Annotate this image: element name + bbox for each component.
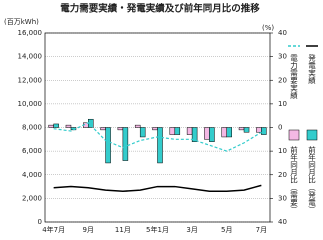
- bar: [117, 127, 124, 131]
- x-tick-label: 5年1月: [146, 225, 169, 234]
- bar: [169, 127, 176, 135]
- y2-tick-label: 30: [278, 53, 287, 61]
- x-tick-label: 5月: [221, 226, 232, 234]
- y2-tick-label: 10: [278, 147, 287, 155]
- bar: [238, 127, 245, 131]
- y-tick-label: 14,000: [18, 53, 43, 61]
- bar: [157, 127, 163, 164]
- bar: [186, 127, 193, 135]
- legend-label: 前年同月比（需要）: [289, 145, 298, 214]
- bar: [122, 127, 129, 161]
- y2-tick-label: 10: [278, 100, 287, 108]
- bar: [134, 124, 141, 128]
- y-tick-label: 4,000: [22, 171, 42, 179]
- bar: [100, 127, 106, 131]
- y-tick-label: 8,000: [22, 124, 42, 132]
- bar: [48, 124, 54, 128]
- legend-swatch: [288, 129, 300, 141]
- y-tick-label: 0: [38, 218, 42, 226]
- bar: [204, 127, 210, 140]
- x-tick-label: 3月: [186, 226, 197, 234]
- x-tick-label: 7月: [256, 226, 267, 234]
- legend-label: 電力需要実績: [289, 54, 298, 101]
- y-tick-label: 16,000: [18, 29, 43, 37]
- y2-tick-label: 30: [278, 194, 287, 202]
- legend-swatch: [306, 129, 318, 141]
- bar: [105, 127, 111, 164]
- line: [53, 122, 262, 152]
- chart-title: 電力需要実績・発電実績及び前年同月比の推移: [60, 3, 260, 15]
- y-tick-label: 2,000: [22, 194, 42, 202]
- x-tick-label: 11月: [115, 226, 131, 234]
- legend-label: 発電実績: [307, 54, 316, 86]
- line: [53, 184, 262, 193]
- y2-tick-label: 40: [278, 29, 287, 37]
- plot-frame: [44, 32, 271, 223]
- x-tick-label: 4年7月: [42, 225, 65, 234]
- y-tick-label: 10,000: [18, 100, 43, 108]
- y2-tick-label: 20: [278, 76, 287, 84]
- x-tick-label: 9月: [83, 226, 94, 234]
- bar: [152, 127, 158, 131]
- y2-tick-label: 40: [278, 218, 287, 226]
- bar: [53, 123, 59, 128]
- bar: [256, 127, 262, 133]
- bar: [191, 127, 198, 142]
- bar: [221, 127, 227, 138]
- y2-axis-label: (%): [262, 24, 274, 32]
- bar: [174, 127, 181, 135]
- bar: [139, 127, 146, 138]
- y-tick-label: 12,000: [18, 76, 43, 84]
- legend-label: 前年同月比（発電）: [307, 145, 316, 214]
- y-tick-label: 6,000: [22, 147, 42, 155]
- bar: [243, 127, 250, 133]
- y2-tick-label: 0: [278, 124, 282, 132]
- y2-tick-label: 20: [278, 171, 287, 179]
- y-axis-label: (百万kWh): [4, 18, 39, 26]
- bar: [65, 124, 72, 128]
- bar: [209, 127, 215, 142]
- bar: [226, 127, 232, 138]
- bar: [261, 127, 267, 135]
